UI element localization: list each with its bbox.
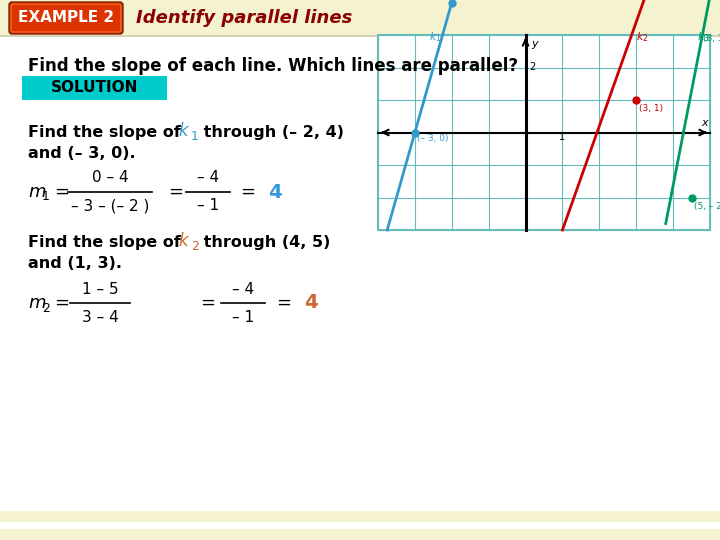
Text: $k$: $k$ [178,232,190,250]
Text: (– 2, 4): (– 2, 4) [400,0,431,1]
FancyBboxPatch shape [9,2,123,34]
Text: 1 – 5: 1 – 5 [81,281,118,296]
Text: Find the slope of each line. Which lines are parallel?: Find the slope of each line. Which lines… [28,57,518,75]
Text: $k$: $k$ [178,122,190,140]
Text: and (– 3, 0).: and (– 3, 0). [28,146,135,161]
Text: x: x [701,118,708,129]
Text: =: = [276,294,291,312]
Text: $k_1$: $k_1$ [428,30,441,44]
Text: – 1: – 1 [197,199,219,213]
Text: y: y [531,39,538,49]
Text: EXAMPLE 2: EXAMPLE 2 [18,10,114,24]
Text: (3, 1): (3, 1) [639,105,663,113]
Text: (– 3, 0): (– 3, 0) [417,134,449,144]
Text: 1: 1 [42,191,50,204]
Text: 4: 4 [268,183,282,201]
Text: Identify parallel lines: Identify parallel lines [136,9,352,27]
Bar [378,35,710,230]
Text: through (4, 5): through (4, 5) [198,234,330,249]
Text: $m$: $m$ [28,294,46,312]
Text: 1: 1 [559,132,565,143]
Bar [0,24,720,35]
Bar [0,529,720,540]
Text: =: = [240,183,255,201]
Text: 2: 2 [42,301,50,314]
Text: =: = [54,183,69,201]
Text: 3 – 4: 3 – 4 [81,309,118,325]
Bar [0,6,720,17]
Text: 2: 2 [529,63,536,72]
Text: 4: 4 [304,294,318,313]
FancyBboxPatch shape [11,4,121,32]
Text: (8, 3): (8, 3) [703,35,720,44]
Text: =: = [168,183,183,201]
Text: 2: 2 [191,240,199,253]
Text: =: = [200,294,215,312]
Text: 0 – 4: 0 – 4 [91,171,128,186]
Text: – 1: – 1 [232,309,254,325]
Text: $k_2$: $k_2$ [636,30,649,44]
Bar [0,0,720,36]
Text: through (– 2, 4): through (– 2, 4) [198,125,344,139]
Text: 1: 1 [191,130,199,143]
Text: $k_3$: $k_3$ [697,30,710,44]
Text: Find the slope of: Find the slope of [28,125,186,139]
Text: and (1, 3).: and (1, 3). [28,256,122,272]
Text: SOLUTION: SOLUTION [51,80,138,96]
Bar [0,511,720,522]
Text: – 4: – 4 [197,171,219,186]
Text: – 3 – (– 2 ): – 3 – (– 2 ) [71,199,149,213]
Text: (5, – 2): (5, – 2) [693,202,720,211]
Text: =: = [54,294,69,312]
Text: Find the slope of: Find the slope of [28,234,186,249]
Bar [22,76,167,100]
Text: – 4: – 4 [232,281,254,296]
Text: $m$: $m$ [28,183,46,201]
